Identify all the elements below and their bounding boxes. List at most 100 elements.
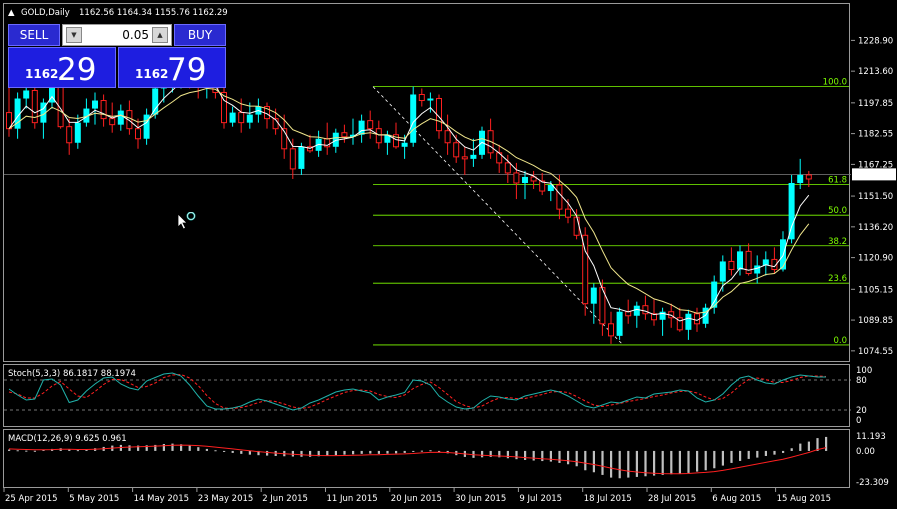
stoch-tick-label: 80 <box>856 376 867 386</box>
fib-level-label: 0.0 <box>833 336 847 346</box>
macd-histogram-bar <box>33 450 36 452</box>
price-tick-label: 1182.55 <box>858 130 893 140</box>
macd-histogram-bar <box>764 450 767 456</box>
candle-body <box>556 184 563 210</box>
time-tick-label: 23 May 2015 <box>198 494 253 504</box>
macd-histogram-bar <box>489 450 492 457</box>
stoch-tick-label: 20 <box>856 406 867 416</box>
macd-panel-frame <box>3 429 850 488</box>
macd-histogram-bar <box>25 450 28 452</box>
candle-body <box>289 148 296 170</box>
macd-histogram-bar <box>601 450 604 475</box>
price-tick-label: 1213.60 <box>858 67 893 77</box>
macd-histogram-bar <box>180 444 183 451</box>
current-price-box <box>852 168 896 181</box>
stoch-main-line <box>8 372 826 411</box>
macd-histogram-bar <box>128 445 131 451</box>
sell-price-button[interactable]: 1162 29 <box>8 47 116 88</box>
candle-body <box>461 156 468 160</box>
macd-histogram-bar <box>85 449 88 451</box>
sell-button[interactable]: SELL <box>8 24 60 46</box>
candle-body <box>805 174 812 180</box>
macd-histogram-bar <box>240 450 243 454</box>
candle-body <box>221 91 227 124</box>
lot-size-field[interactable]: ▼ 0.05 ▲ <box>62 24 172 46</box>
lot-size-value[interactable]: 0.05 <box>122 28 149 42</box>
candle-body <box>117 110 124 125</box>
macd-histogram-bar <box>739 450 742 461</box>
time-tick-label: 20 Jun 2015 <box>391 494 442 504</box>
candle-body <box>582 234 589 305</box>
candle-body <box>14 98 21 129</box>
candle-body <box>83 108 90 123</box>
candle-body <box>66 126 73 144</box>
macd-histogram-bar <box>420 450 423 452</box>
macd-histogram-bar <box>696 450 699 472</box>
candle-body <box>711 281 718 308</box>
macd-indicator: 11.193 0.00 -23.309 <box>8 432 889 488</box>
macd-histogram-bar <box>8 449 11 451</box>
macd-histogram-bar <box>137 445 140 451</box>
candle-body <box>444 130 451 144</box>
time-tick-label: 18 Jul 2015 <box>584 494 632 504</box>
fibonacci-retracement[interactable]: 100.0 61.8 50.0 38.2 23.6 0.0 <box>372 78 849 346</box>
candle-body <box>341 132 348 138</box>
header-arrow-icon[interactable]: ▲ <box>8 8 15 18</box>
current-price-label: 1162.29 <box>855 170 890 180</box>
macd-histogram-bar <box>197 447 200 451</box>
macd-histogram-bar <box>610 450 613 478</box>
lot-increase-icon[interactable]: ▲ <box>152 27 168 43</box>
macd-signal-line <box>8 444 827 475</box>
time-tick-label: 30 Jun 2015 <box>455 494 506 504</box>
macd-histogram-bar <box>326 450 329 456</box>
buy-button[interactable]: BUY <box>174 24 226 46</box>
time-tick-label: 9 Jul 2015 <box>519 494 562 504</box>
main-panel-frame <box>3 3 850 362</box>
candle-body <box>418 93 425 102</box>
candle-body <box>788 182 795 240</box>
macd-histogram-bar <box>16 450 19 452</box>
candle-body <box>152 88 159 115</box>
candle-body <box>100 100 107 120</box>
candle-body <box>771 258 778 270</box>
macd-histogram-bar <box>386 450 389 454</box>
price-tick-label: 1151.50 <box>858 192 893 202</box>
buy-price-pips: 79 <box>167 52 207 88</box>
candle-body <box>453 142 460 158</box>
macd-histogram-bar <box>223 450 226 452</box>
macd-histogram-bar <box>68 449 71 451</box>
candle-body <box>762 259 769 266</box>
time-tick-label: 14 May 2015 <box>134 494 189 504</box>
buy-price-button[interactable]: 1162 79 <box>118 47 226 88</box>
macd-histogram-bar <box>76 450 79 452</box>
stoch-label: Stoch(5,3,3) 86.1817 88.1974 <box>8 369 136 379</box>
macd-histogram-bar <box>188 445 191 451</box>
fib-level-label: 100.0 <box>823 78 847 88</box>
price-tick-label: 1120.90 <box>858 254 893 264</box>
candle-body <box>109 118 116 126</box>
macd-histogram-bar <box>541 450 544 462</box>
macd-histogram-bar <box>498 450 501 458</box>
candle-body <box>31 89 38 124</box>
lot-decrease-icon[interactable]: ▼ <box>66 27 82 43</box>
price-tick-label: 1089.85 <box>858 316 893 326</box>
candle-body <box>367 120 374 130</box>
macd-histogram-bar <box>790 448 793 451</box>
time-tick-label: 25 Apr 2015 <box>5 494 58 504</box>
macd-histogram-bar <box>782 450 785 453</box>
candle-body <box>719 261 726 282</box>
candle-body <box>737 251 743 270</box>
candle-body <box>745 250 752 275</box>
price-tick-label: 1228.90 <box>858 36 893 46</box>
macd-histogram-bar <box>154 444 157 451</box>
candle-body <box>590 287 597 304</box>
candle-body <box>513 172 520 184</box>
candle-body <box>238 112 245 124</box>
macd-histogram-bar <box>145 445 148 451</box>
macd-histogram-bar <box>653 450 656 476</box>
candle-body <box>246 114 253 123</box>
candle-body <box>642 305 649 315</box>
candle-body <box>616 311 623 336</box>
macd-histogram-bar <box>524 450 527 460</box>
